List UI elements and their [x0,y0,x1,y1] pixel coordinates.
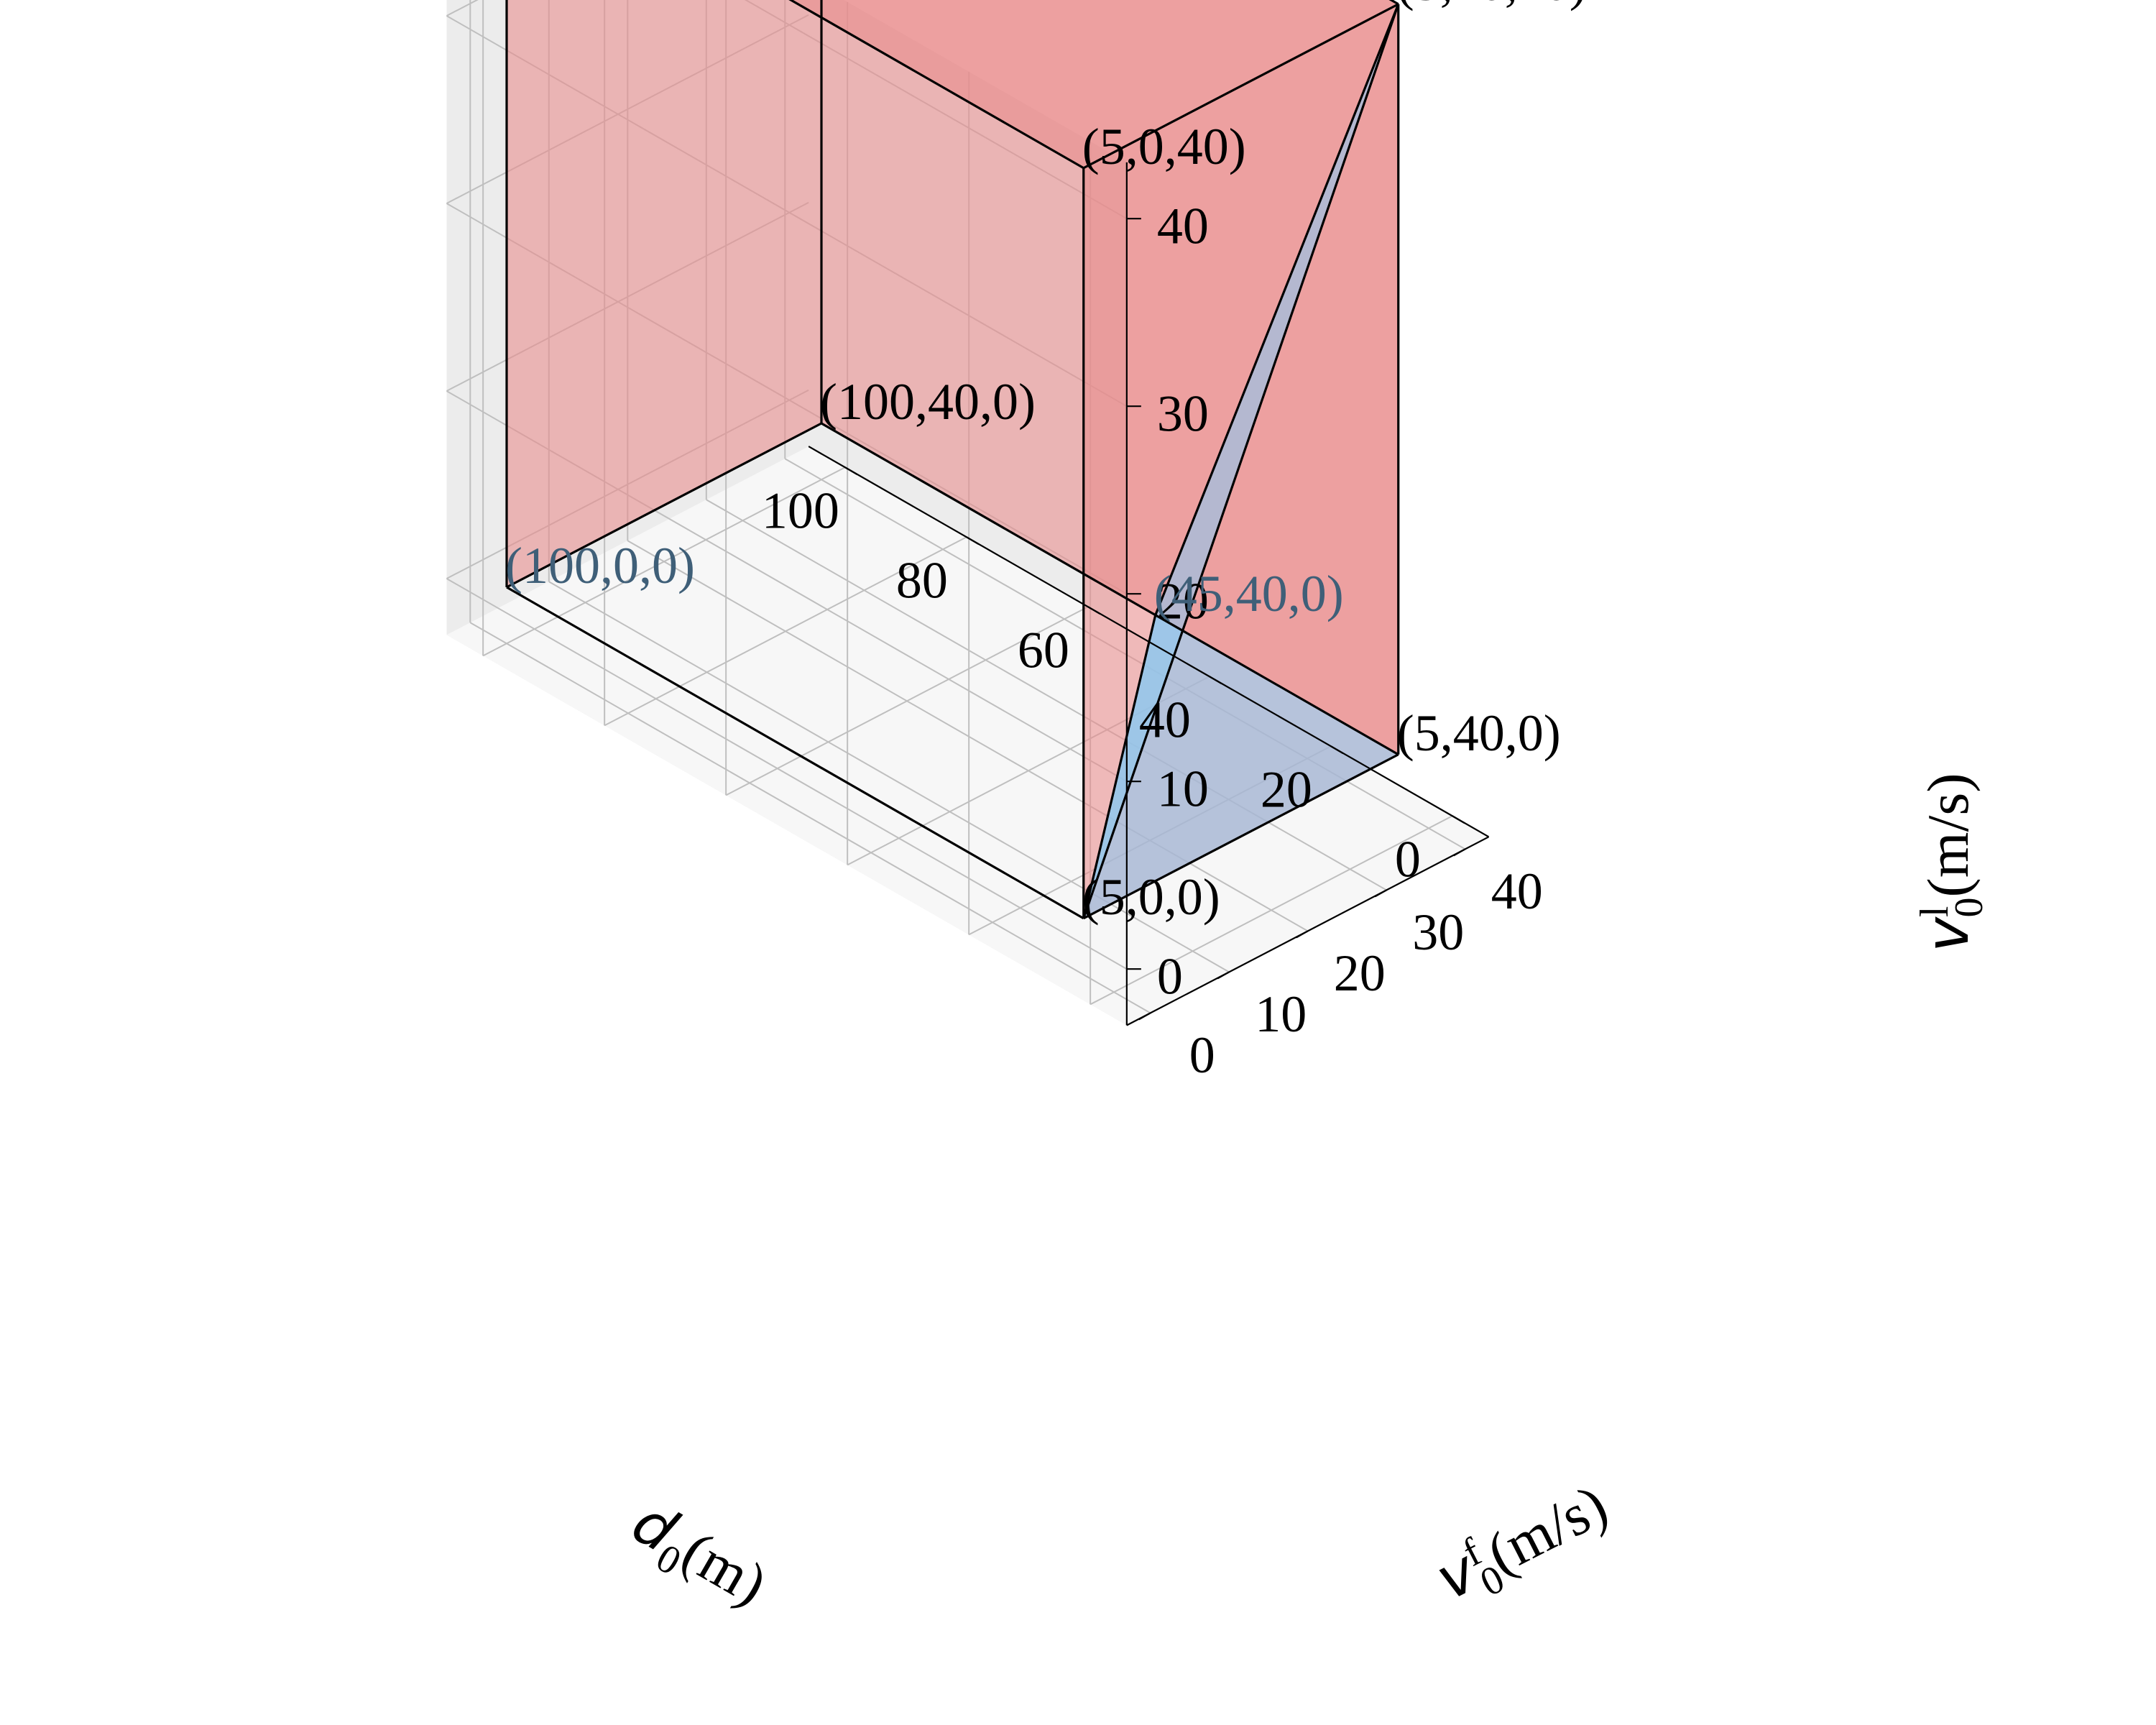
vertex-label-6: (5,0,0) [1082,868,1220,926]
vertex-label-5: (100,40,0) [820,373,1036,431]
vertex-label-4: (100,0,0) [505,537,695,594]
z-axis-label-sup: l [1912,906,1957,918]
vertex-label-8: (5,40,0) [1397,704,1561,762]
y-tick-label-0: 0 [1189,1026,1215,1084]
region-edge-13 [1082,615,1157,919]
y-tick-30 [1374,889,1387,898]
region-edges [505,0,1400,920]
y-tick-label-30: 30 [1412,903,1464,961]
vertex-label-2: (5,0,40) [1082,118,1246,175]
x-tick-80 [966,536,980,546]
region-edge-14 [506,586,1084,920]
z-tick-label-20: 20 [1157,573,1209,630]
z-axis-label: vl0(m/s) [1912,773,1991,952]
y-tick-0 [1138,1012,1151,1021]
x-axis-label: d0(m) [617,1488,779,1627]
z-axis-label-unit: (m/s) [1915,773,1981,897]
z-axis-label-sub: 0 [1947,898,1991,918]
z-tick-label-30: 30 [1157,385,1209,443]
y-tick-20 [1296,930,1309,939]
region-edge-12 [1082,4,1400,919]
gridline-right-z [446,578,1128,970]
x-axis-line [808,446,1490,838]
z-tick-label-0: 0 [1157,948,1183,1006]
y-axis-label-unit: (m/s) [1477,1472,1618,1587]
y-tick-label-20: 20 [1334,944,1386,1002]
y-tick-40 [1453,848,1466,857]
x-axis-label-unit: (m) [671,1518,778,1617]
region-edge-9 [1083,753,1399,920]
x-tick-label-60: 60 [1018,622,1069,679]
z-axis-label-symbol: v [1914,916,1982,952]
red-region-face-3 [507,0,821,587]
x-tick-20 [1330,745,1344,755]
gridline-floor-y [706,499,1387,891]
region-edge-8 [821,422,1399,756]
x-tick-40 [1209,676,1222,685]
vertex-label-7: (45,40,0) [1154,565,1344,622]
vertex-label-3: (5,40,40) [1397,0,1587,12]
x-tick-label-20: 20 [1261,761,1312,819]
x-tick-0 [1452,815,1465,824]
region-edge-3 [788,0,1084,170]
x-tick-label-80: 80 [896,552,948,610]
x-tick-label-0: 0 [1395,831,1421,888]
y-tick-10 [1217,971,1230,980]
vertex-labels: (100,0,40)(100,40,40)(5,0,40)(5,40,40)(1… [505,0,1587,926]
x-tick-label-100: 100 [762,482,839,540]
x-tick-60 [1087,606,1101,615]
y-tick-label-10: 10 [1255,985,1307,1043]
y-axis-label: vf0(m/s) [1425,1469,1623,1622]
gridline-floor-y [548,581,1230,973]
x-tick-label-40: 40 [1139,691,1191,749]
region-edge-11 [1154,4,1400,616]
z-tick-label-40: 40 [1157,198,1209,255]
gridline-floor-y [627,540,1309,932]
gridline-floor-y [469,622,1151,1014]
y-tick-label-40: 40 [1491,862,1543,920]
x-tick-100 [844,466,858,476]
z-tick-label-10: 10 [1157,760,1209,818]
region-edge-2 [1083,3,1399,170]
region-edge-10 [506,422,822,589]
